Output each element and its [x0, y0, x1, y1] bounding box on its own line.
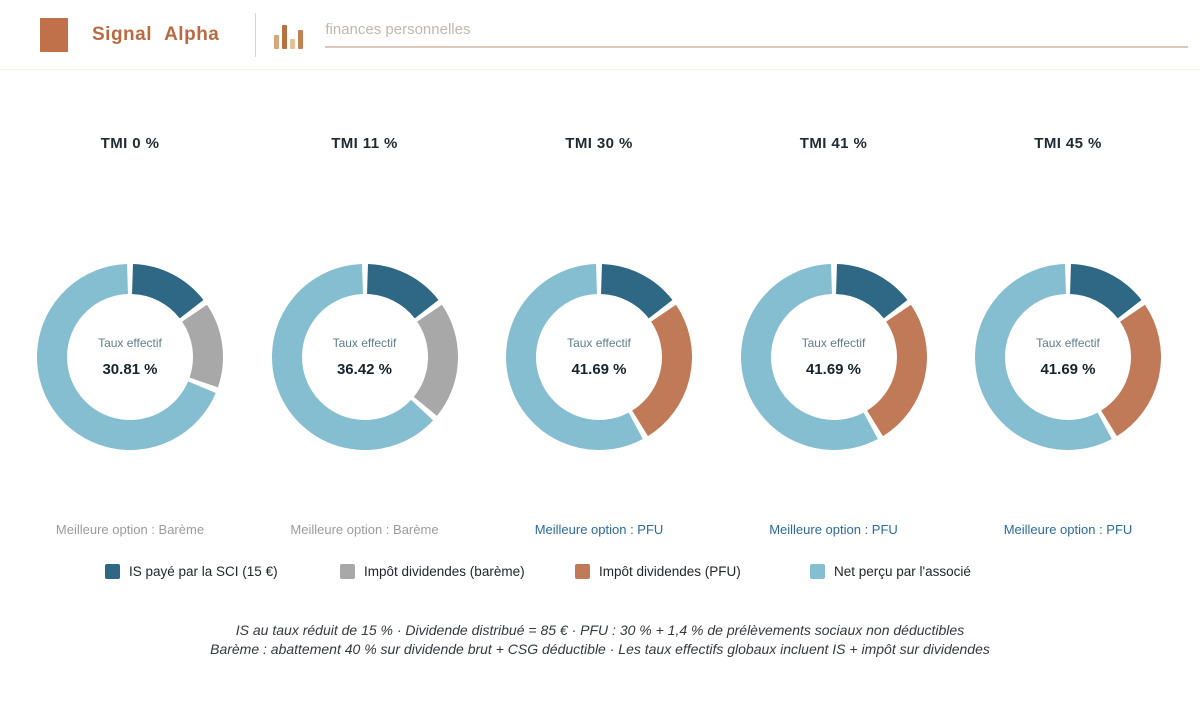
- legend-label: Impôt dividendes (barème): [364, 564, 525, 579]
- legend-label: Net perçu par l'associé: [834, 564, 971, 579]
- best-option-label: Meilleure option : Barème: [55, 522, 205, 537]
- page-subtitle: finances personnelles: [325, 21, 471, 38]
- legend-label: Impôt dividendes (PFU): [599, 564, 741, 579]
- chart-title: TMI 45 %: [1034, 135, 1102, 152]
- chart-column-3: TMI 41 % Taux effectif 41.69 % Meilleure op…: [728, 134, 940, 538]
- donut-wrap: Taux effectif 41.69 %: [740, 264, 927, 450]
- chart-column-2: TMI 30 % Taux effectif 41.69 % Meilleure op…: [493, 134, 705, 538]
- legend-swatch-bareme: [340, 564, 355, 579]
- donut-wrap: Taux effectif 41.69 %: [506, 264, 692, 450]
- chart-column-0: TMI 0 % Taux effectif 30.81 % Meilleure opt…: [24, 134, 236, 538]
- donut-wrap: Taux effectif 36.42 %: [271, 264, 458, 450]
- legend-item: Impôt dividendes (PFU): [575, 564, 810, 579]
- bar-chart-icon-bar: [274, 34, 280, 49]
- donut-segment-is: [1069, 264, 1142, 319]
- donut-chart: [506, 264, 692, 450]
- header-subtitle-wrap: finances personnelles: [325, 21, 1188, 48]
- legend-label: IS payé par la SCI (15 €): [129, 564, 278, 579]
- bar-chart-icon-bar: [282, 24, 288, 49]
- donut-segment-bareme: [412, 304, 458, 416]
- chart-title: TMI 41 %: [799, 135, 868, 152]
- bar-chart-icon-bar: [290, 38, 296, 49]
- charts-row: TMI 0 % Taux effectif 30.81 % Meilleure opt…: [0, 134, 1200, 538]
- legend-item: IS payé par la SCI (15 €): [105, 564, 340, 579]
- donut-segment-net: [37, 264, 216, 450]
- donut-segment-bareme: [181, 304, 223, 388]
- donut-segment-is: [834, 264, 907, 319]
- legend-item: Net perçu par l'associé: [810, 564, 1045, 579]
- donut-chart: [975, 264, 1161, 450]
- chart-title: TMI 0 %: [100, 135, 160, 152]
- footnote-line-1: IS au taux réduit de 15 % · Dividende di…: [235, 622, 965, 638]
- donut-segment-pfu: [1100, 304, 1161, 437]
- best-option-label: Meilleure option : PFU: [769, 522, 898, 537]
- donut-segment-net: [740, 264, 878, 450]
- donut-segment-is: [365, 264, 438, 319]
- app-header: Signal Alpha finances personnelles: [0, 0, 1200, 70]
- donut-segment-pfu: [631, 304, 692, 437]
- bar-chart-icon-bar: [298, 29, 304, 49]
- donut-chart: [271, 264, 458, 450]
- donut-segment-is: [600, 264, 673, 319]
- donut-chart: [37, 264, 223, 450]
- chart-column-4: TMI 45 % Taux effectif 41.69 % Meilleure op…: [962, 134, 1174, 538]
- footnote-line-2: Barème : abattement 40 % sur dividende b…: [210, 641, 990, 657]
- donut-segment-net: [975, 264, 1112, 450]
- bar-chart-icon: [274, 21, 304, 49]
- legend-swatch-pfu: [575, 564, 590, 579]
- chart-column-1: TMI 11 % Taux effectif 36.42 % Meilleure op…: [259, 134, 471, 538]
- donut-wrap: Taux effectif 30.81 %: [37, 264, 223, 450]
- brand-name: Signal Alpha: [92, 23, 220, 45]
- best-option-label: Meilleure option : Barème: [290, 522, 439, 537]
- legend-swatch-is: [105, 564, 120, 579]
- best-option-label: Meilleure option : PFU: [534, 522, 664, 537]
- legend-item: Impôt dividendes (barème): [340, 564, 575, 579]
- donut-chart: [740, 264, 927, 450]
- chart-legend: IS payé par la SCI (15 €) Impôt dividende…: [105, 564, 1200, 579]
- chart-title: TMI 30 %: [565, 135, 633, 152]
- donut-segment-net: [506, 264, 643, 450]
- donut-segment-is: [131, 264, 204, 319]
- donut-wrap: Taux effectif 41.69 %: [975, 264, 1161, 450]
- donut-segment-net: [271, 264, 433, 450]
- brand-logo-block: [40, 17, 68, 52]
- chart-title: TMI 11 %: [331, 135, 398, 152]
- donut-segment-pfu: [866, 304, 927, 437]
- legend-swatch-net: [810, 564, 825, 579]
- header-divider: [255, 12, 257, 57]
- footnote: IS au taux réduit de 15 % · Dividende di…: [0, 621, 1200, 659]
- best-option-label: Meilleure option : PFU: [1003, 522, 1133, 537]
